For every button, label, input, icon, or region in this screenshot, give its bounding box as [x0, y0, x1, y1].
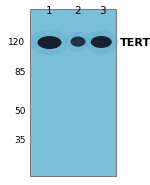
- Text: 120: 120: [8, 38, 26, 47]
- Ellipse shape: [84, 30, 118, 54]
- Ellipse shape: [66, 31, 90, 52]
- Ellipse shape: [30, 30, 69, 56]
- Ellipse shape: [91, 36, 112, 48]
- Text: 1: 1: [46, 6, 53, 16]
- Text: 50: 50: [14, 107, 26, 115]
- Text: 2: 2: [75, 6, 81, 16]
- Bar: [30, 9, 116, 176]
- Text: 85: 85: [14, 68, 26, 77]
- Text: 35: 35: [14, 136, 26, 145]
- Text: TERT: TERT: [120, 38, 150, 48]
- Text: 3: 3: [99, 6, 105, 16]
- Ellipse shape: [38, 36, 62, 49]
- Ellipse shape: [70, 36, 86, 47]
